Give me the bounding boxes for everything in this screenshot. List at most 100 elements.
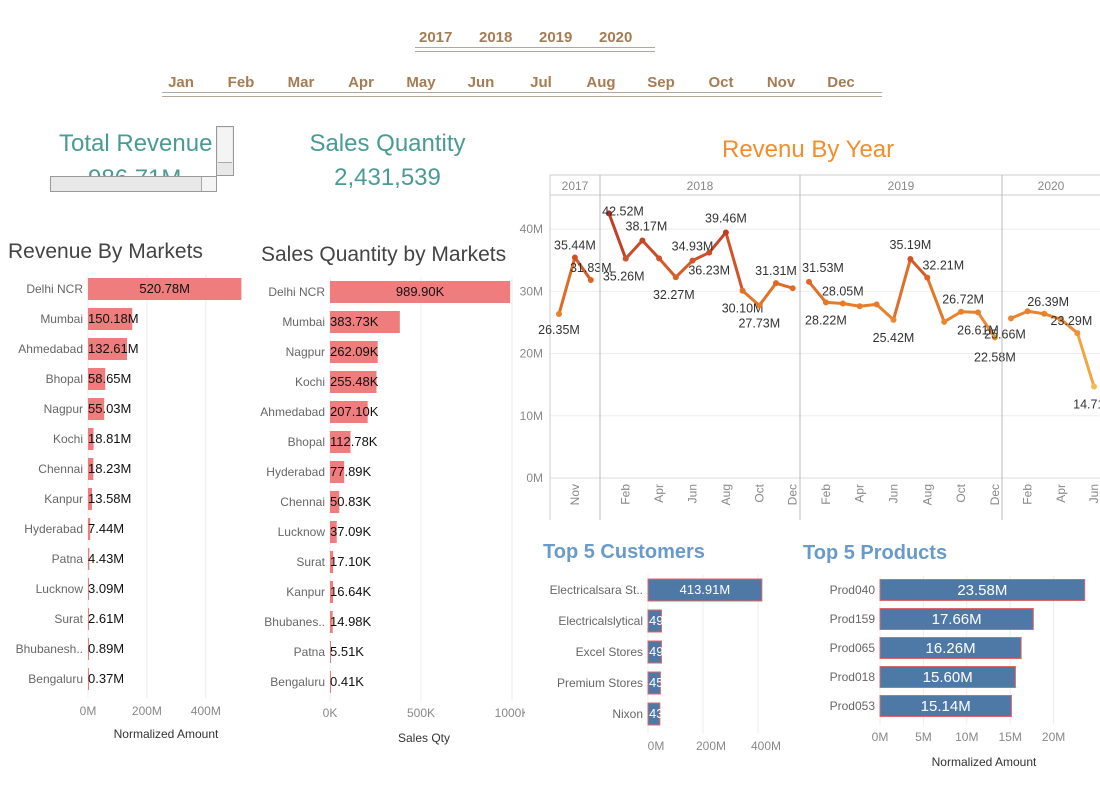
vertical-scrollbar[interactable] — [216, 126, 234, 176]
x-tick-label: 10M — [955, 730, 978, 744]
data-point — [975, 309, 981, 316]
data-point — [873, 301, 880, 308]
month-filter-apr[interactable]: Apr — [348, 74, 374, 91]
year-filter-underline-2 — [415, 51, 655, 52]
data-label: 520.78M — [139, 281, 190, 296]
line-segment — [691, 251, 711, 263]
month-filter-dec[interactable]: Dec — [827, 74, 855, 91]
bar — [88, 428, 94, 450]
month-filter-aug[interactable]: Aug — [586, 74, 616, 91]
data-label: 38.17M — [626, 219, 668, 233]
data-label: 42.52M — [602, 204, 644, 218]
month-filter-mar[interactable]: Mar — [287, 74, 315, 91]
data-label: 58.65M — [88, 371, 131, 386]
data-label: 0.41K — [330, 674, 364, 689]
category-label: Hyderabad — [266, 465, 325, 479]
line-segment — [557, 255, 577, 316]
line-segment — [741, 289, 761, 307]
x-tick-label: 1000K — [495, 706, 525, 720]
bar — [88, 458, 94, 480]
data-label: 36.23M — [688, 264, 730, 278]
year-filter-2019[interactable]: 2019 — [539, 29, 573, 46]
month-filter-oct[interactable]: Oct — [708, 74, 734, 91]
year-filter-2020[interactable]: 2020 — [599, 29, 633, 46]
revenue-by-year-chart: 0M 10M 20M 30M 40M 2017 26.35M 35.44M 31.83M Nov 2… — [520, 174, 1100, 520]
x-tick-label: 400M — [751, 739, 781, 753]
category-label: Surat — [296, 555, 325, 569]
data-label: 255.48K — [330, 374, 379, 389]
data-point — [706, 249, 713, 256]
x-tick-label: 0M — [872, 730, 889, 744]
x-tick-label: Oct — [954, 483, 968, 502]
category-label: Kochi — [295, 375, 325, 389]
category-label: Bengaluru — [28, 672, 83, 686]
data-point — [991, 334, 998, 341]
top5-products-title: Top 5 Products — [803, 542, 948, 564]
line-segment — [573, 255, 593, 282]
data-label: 0.89M — [88, 641, 124, 656]
line-segment — [607, 211, 628, 261]
month-filter-jul[interactable]: Jul — [530, 74, 552, 91]
data-point — [907, 256, 914, 263]
data-label: 4.43M — [88, 551, 124, 566]
bar — [88, 638, 89, 660]
scrollbar-thumb[interactable] — [218, 128, 232, 163]
x-axis-label: Normalized Amount — [932, 755, 1037, 769]
data-label: 35.44M — [554, 238, 596, 252]
category-label: Prod053 — [830, 699, 876, 713]
data-point — [571, 254, 578, 261]
data-point — [958, 308, 965, 315]
data-label: 31.53M — [802, 261, 844, 275]
data-point — [656, 255, 663, 262]
data-point — [622, 255, 629, 262]
category-label: Mumbai — [40, 312, 83, 326]
month-filter-feb[interactable]: Feb — [227, 74, 255, 91]
month-filter-nov[interactable]: Nov — [766, 74, 796, 91]
bar — [88, 308, 133, 330]
data-label: 35.26M — [603, 270, 645, 284]
month-filter-jun[interactable]: Jun — [467, 74, 495, 91]
bar — [879, 637, 1022, 659]
data-label: 35.19M — [890, 238, 932, 252]
x-tick-label: 400M — [191, 704, 221, 718]
horizontal-scrollbar[interactable] — [50, 176, 217, 192]
bar — [647, 609, 662, 633]
data-label: 30.10M — [722, 302, 764, 316]
bar — [330, 431, 351, 453]
category-label: Nixon — [612, 707, 643, 721]
data-point — [1041, 310, 1048, 317]
data-point — [689, 257, 696, 264]
month-filter-underline-2 — [162, 96, 882, 97]
line-segment — [640, 238, 661, 260]
month-filter-may[interactable]: May — [406, 74, 436, 91]
bar — [330, 371, 377, 393]
bar — [330, 341, 378, 363]
data-label: 413.91M — [680, 582, 731, 597]
data-label: 26.72M — [942, 293, 984, 307]
bar — [330, 491, 340, 513]
data-label: 17.10K — [330, 554, 372, 569]
x-tick-label: 0M — [80, 704, 97, 718]
year-filter-2017[interactable]: 2017 — [419, 29, 453, 46]
scrollbar-corner[interactable] — [201, 177, 216, 191]
x-axis-label: Normalized Amount — [114, 727, 219, 741]
sales-qty-by-markets-chart: 0K 500K 1000K Sales Qty Delhi NCR 989.90K Mumb… — [260, 277, 525, 745]
month-filter-sep[interactable]: Sep — [647, 74, 675, 91]
data-label: 262.09K — [330, 344, 379, 359]
data-label: 383.73K — [330, 314, 379, 329]
category-label: Prod040 — [830, 583, 876, 597]
data-label: 16.26M — [926, 640, 976, 657]
category-label: Premium Stores — [557, 676, 643, 690]
line-segment — [976, 310, 997, 340]
category-label: Patna — [294, 645, 326, 659]
year-filter-2018[interactable]: 2018 — [479, 29, 513, 46]
bar — [330, 521, 337, 543]
x-tick-label: 5M — [915, 730, 932, 744]
bar — [647, 671, 661, 695]
bar — [88, 338, 128, 360]
category-label: Bhubanesh.. — [16, 642, 83, 656]
x-tick-label: Apr — [853, 484, 867, 503]
month-filter-jan[interactable]: Jan — [168, 74, 194, 91]
category-label: Kanpur — [44, 492, 83, 506]
data-point — [806, 278, 812, 285]
